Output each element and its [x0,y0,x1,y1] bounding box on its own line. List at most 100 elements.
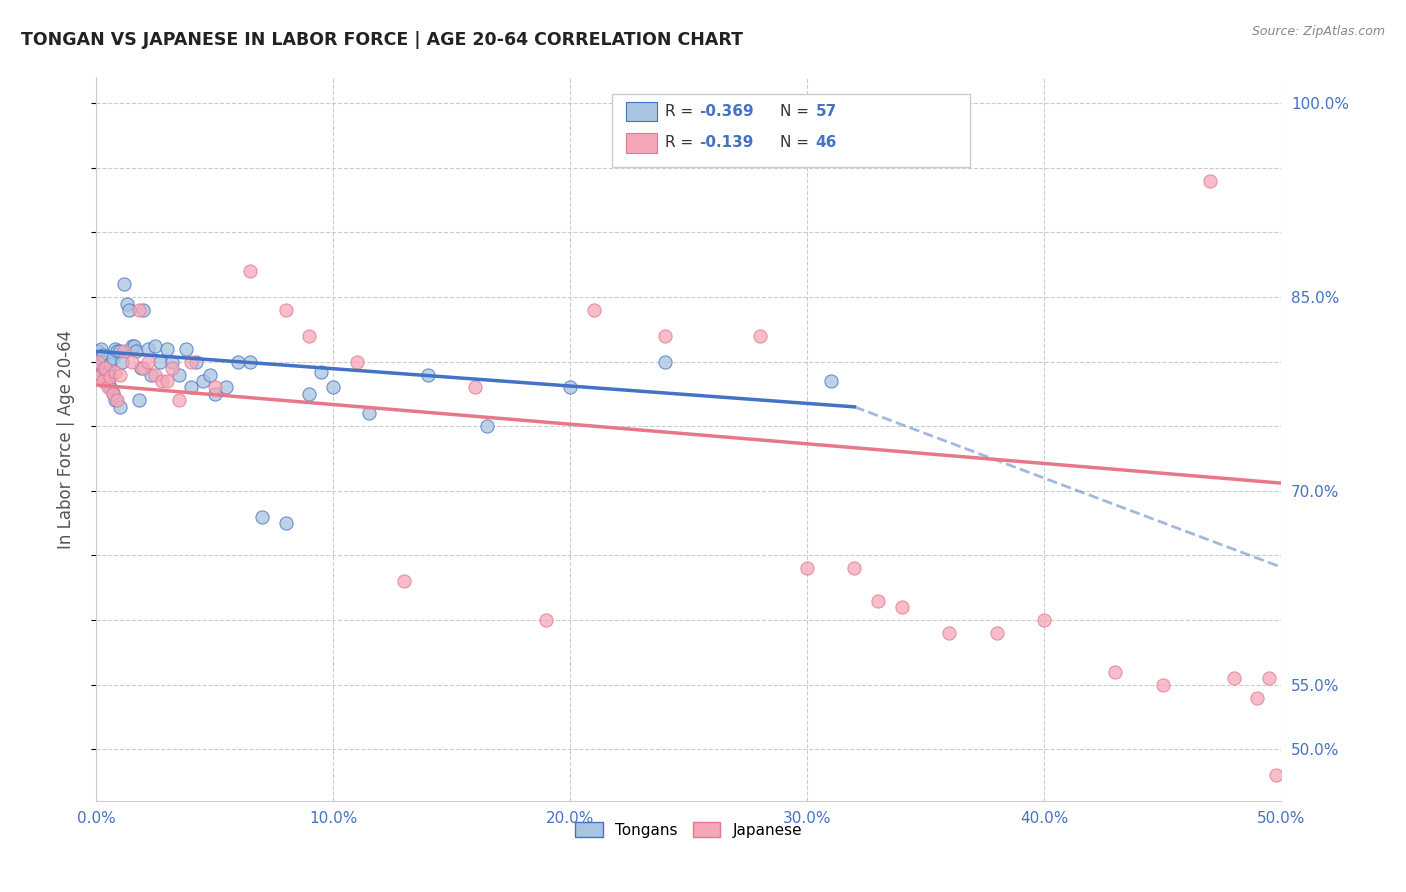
Point [97,380,120,394]
Point [198,368,221,382]
Point [125,344,148,359]
Point [167,393,190,408]
Point [156,374,179,388]
Point [87,354,110,368]
Point [101,351,124,365]
Point [309,365,332,379]
Point [938,626,960,640]
Point [191,374,214,388]
Point [108,344,131,359]
Point [90,342,112,356]
Point [160,361,183,376]
Point [129,361,152,376]
Point [104,393,127,408]
Point [464,380,486,394]
Text: R =: R = [665,136,699,150]
Point [1033,613,1056,627]
Point [250,509,273,524]
Text: -0.369: -0.369 [699,104,754,119]
Text: N =: N = [780,136,814,150]
Point [204,380,226,394]
Point [346,354,368,368]
Point [1152,678,1174,692]
Point [97,365,120,379]
Point [582,303,605,318]
Point [239,354,262,368]
Point [105,344,128,359]
Point [1246,690,1268,705]
Point [274,303,297,318]
Point [128,393,150,408]
Point [87,354,110,368]
Point [844,561,866,575]
Point [1199,174,1222,188]
Point [226,354,249,368]
Point [132,303,155,318]
Point [143,339,166,353]
Point [475,419,498,434]
Point [111,354,134,368]
Point [128,303,150,318]
Point [1222,671,1244,685]
Point [174,342,197,356]
Point [986,626,1008,640]
Text: Source: ZipAtlas.com: Source: ZipAtlas.com [1251,25,1385,38]
Point [98,380,121,394]
Point [274,516,297,530]
Point [149,354,172,368]
Point [121,354,143,368]
Point [180,354,202,368]
Point [820,374,842,388]
Text: R =: R = [665,104,699,119]
Point [322,380,344,394]
Point [748,328,770,343]
Point [1104,665,1126,679]
Point [98,357,121,371]
Point [558,380,581,394]
Point [180,380,202,394]
Point [136,354,159,368]
Point [91,348,114,362]
Point [97,374,120,388]
Point [239,264,262,278]
Point [160,354,183,368]
Y-axis label: In Labor Force | Age 20-64: In Labor Force | Age 20-64 [58,330,75,549]
Point [101,387,124,401]
Point [654,328,676,343]
Point [94,364,117,378]
Text: 57: 57 [815,104,837,119]
Point [868,593,890,607]
Point [91,354,114,368]
Point [357,406,380,420]
Point [87,344,110,359]
Point [167,368,190,382]
Point [204,387,226,401]
Point [298,387,321,401]
Point [90,368,112,382]
Point [121,339,143,353]
Point [890,600,912,615]
Point [654,354,676,368]
Point [156,342,179,356]
Point [104,365,127,379]
Point [139,368,162,382]
Point [91,374,114,388]
Text: TONGAN VS JAPANESE IN LABOR FORCE | AGE 20-64 CORRELATION CHART: TONGAN VS JAPANESE IN LABOR FORCE | AGE … [21,31,744,49]
Point [298,328,321,343]
Point [91,361,114,376]
Point [1265,768,1288,782]
Point [122,339,145,353]
Point [98,370,121,384]
Point [143,368,166,382]
Point [118,303,141,318]
Point [184,354,207,368]
Point [108,368,131,382]
Point [114,344,136,359]
Point [136,342,159,356]
Point [392,574,415,589]
Point [150,374,173,388]
Text: -0.139: -0.139 [699,136,754,150]
Point [796,561,818,575]
Point [215,380,238,394]
Point [90,368,112,382]
